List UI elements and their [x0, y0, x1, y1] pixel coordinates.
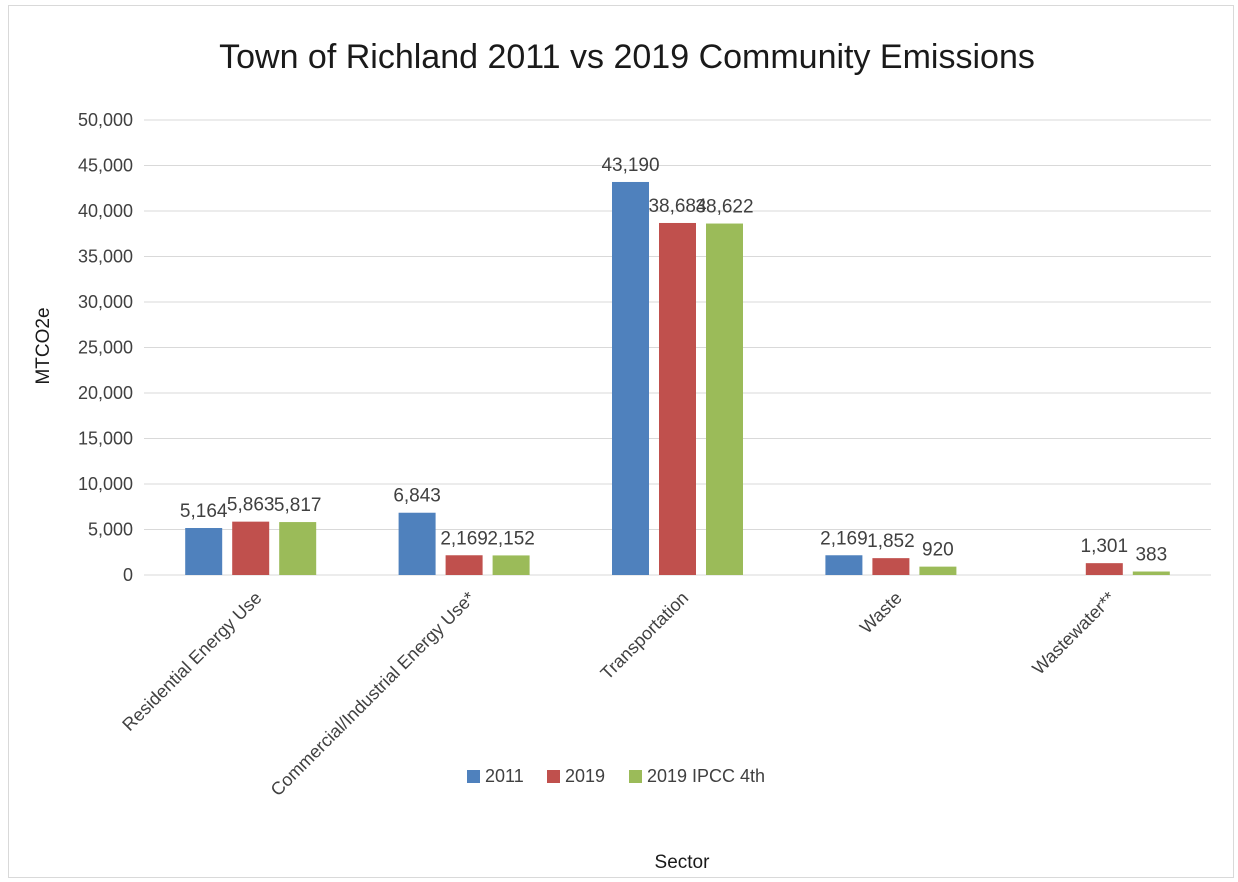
- legend-swatch: [547, 770, 560, 783]
- y-tick-label: 0: [123, 565, 133, 585]
- legend-label: 2019: [565, 766, 605, 786]
- x-tick-label: Transportation: [597, 588, 693, 684]
- data-label: 2,169: [820, 528, 868, 549]
- data-label: 5,863: [227, 495, 275, 516]
- y-axis-ticks: 0 5,000 10,000 15,000 20,000 25,000 30,000 35,0…: [78, 110, 133, 585]
- bar-2019-1: [445, 555, 483, 575]
- y-tick-label: 20,000: [78, 383, 133, 403]
- x-axis-label: Sector: [655, 852, 711, 873]
- bar-2011-2: [612, 181, 649, 575]
- gridlines: [144, 119, 1211, 576]
- bar-2019-ipcc-4th-0: [279, 522, 317, 575]
- data-label: 2,152: [487, 528, 535, 549]
- bar-2019-ipcc-4th-1: [492, 555, 530, 575]
- chart-title: Town of Richland 2011 vs 2019 Community …: [219, 38, 1035, 76]
- legend-swatch: [629, 770, 642, 783]
- bar-2011-0: [185, 528, 223, 575]
- y-tick-label: 15,000: [78, 429, 133, 449]
- data-label: 2,169: [440, 528, 488, 549]
- y-tick-label: 25,000: [78, 338, 133, 358]
- x-tick-label: Residential Energy Use: [118, 588, 265, 735]
- data-label: 38,622: [695, 197, 753, 218]
- legend: 2011 2019 2019 IPCC 4th: [467, 766, 765, 786]
- legend-swatch: [467, 770, 480, 783]
- bar-2019-ipcc-4th-3: [919, 566, 957, 575]
- data-label: 1,852: [867, 531, 915, 552]
- x-tick-label: Waste: [856, 588, 906, 638]
- bar-2011-1: [398, 512, 436, 575]
- y-axis-label: MTCO2e: [33, 307, 54, 384]
- bar-2019-ipcc-4th-4: [1132, 571, 1170, 575]
- legend-label: 2019 IPCC 4th: [647, 766, 765, 786]
- y-tick-label: 50,000: [78, 110, 133, 130]
- bar-2019-2: [659, 222, 696, 576]
- bar-2019-0: [232, 521, 270, 575]
- data-label: 5,817: [274, 495, 322, 516]
- data-label: 6,843: [393, 486, 441, 507]
- bars: [185, 181, 1170, 576]
- x-tick-label: Commercial/Industrial Energy Use*: [267, 588, 479, 800]
- bar-2019-ipcc-4th-2: [706, 223, 743, 575]
- data-label: 43,190: [601, 155, 659, 176]
- data-label: 1,301: [1081, 536, 1129, 557]
- x-tick-label: Wastewater**: [1028, 588, 1119, 679]
- bar-2019-3: [872, 558, 910, 575]
- data-label: 38,684: [648, 196, 707, 217]
- data-label: 920: [922, 540, 954, 561]
- data-label: 383: [1135, 545, 1167, 566]
- bar-2011-3: [825, 555, 863, 575]
- y-tick-label: 45,000: [78, 156, 133, 176]
- data-label: 5,164: [180, 501, 228, 522]
- x-axis-ticks: Residential Energy Use Commercial/Industr…: [118, 588, 1119, 800]
- bar-2019-4: [1085, 563, 1123, 575]
- y-tick-label: 10,000: [78, 474, 133, 494]
- y-tick-label: 40,000: [78, 201, 133, 221]
- legend-label: 2011: [485, 766, 524, 786]
- y-tick-label: 5,000: [88, 520, 133, 540]
- y-tick-label: 35,000: [78, 247, 133, 267]
- y-tick-label: 30,000: [78, 292, 133, 312]
